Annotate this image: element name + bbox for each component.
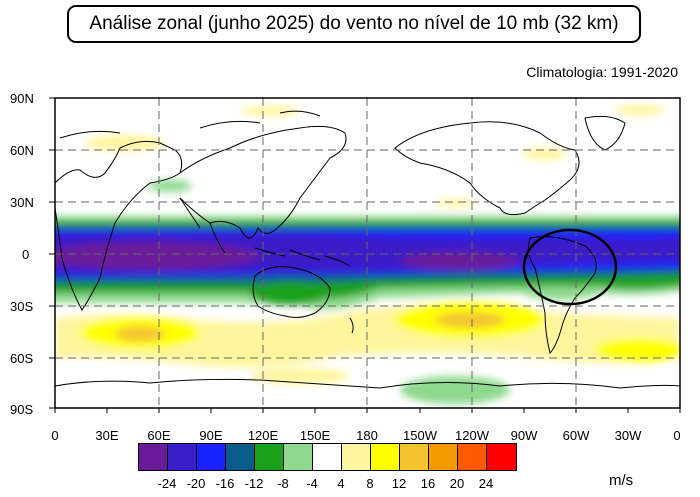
lat-label-60s: 60S (10, 351, 34, 366)
colorbar-swatch (400, 444, 429, 470)
lon-label: 120E (247, 428, 279, 443)
colorbar-label: -12 (244, 476, 264, 491)
colorbar-label: 24 (478, 476, 494, 491)
colorbar (138, 443, 517, 471)
lat-label-30n: 30N (10, 195, 34, 210)
colorbar-swatch (342, 444, 371, 470)
lon-label: 150W (403, 428, 437, 443)
yellow-core-3 (250, 368, 350, 384)
colorbar-swatch (168, 444, 197, 470)
yellow-north-1 (240, 106, 300, 116)
lat-label-0: 0 (22, 247, 30, 262)
asia (179, 125, 347, 239)
lat-label-60n: 60N (10, 143, 34, 158)
colorbar-swatch (226, 444, 255, 470)
colorbar-label: 20 (449, 476, 465, 491)
colorbar-swatch (458, 444, 487, 470)
new-zealand (349, 317, 354, 334)
green-patch-aus (250, 281, 330, 305)
colorbar-swatch (284, 444, 313, 470)
map-title-text: Análise zonal (junho 2025) do vento no n… (89, 13, 619, 34)
map-panel (0, 88, 700, 418)
colorbar-swatch (255, 444, 284, 470)
colorbar-swatch (371, 444, 400, 470)
gridlines (55, 98, 680, 408)
north-america (394, 121, 580, 216)
lat-label-90s: 90S (10, 402, 34, 417)
yellow-north-4 (523, 148, 567, 160)
core-purple-east (400, 252, 520, 270)
colorbar-swatch (313, 444, 342, 470)
lon-label: 90W (510, 428, 538, 443)
map-title: Análise zonal (junho 2025) do vento no n… (67, 5, 641, 43)
colorbar-swatch (139, 444, 168, 470)
colorbar-label: -16 (215, 476, 235, 491)
climatology-label: Climatologia: 1991-2020 (526, 64, 678, 80)
colorbar-label: -4 (306, 476, 318, 491)
arabia-india (179, 197, 226, 254)
lon-label: 150E (299, 428, 331, 443)
yellow-north-2 (85, 135, 165, 151)
colorbar-label: -8 (277, 476, 289, 491)
units-label: m/s (609, 472, 634, 489)
orange-core-2 (435, 312, 505, 328)
yellow-north-5 (435, 199, 475, 207)
wind-map (49, 97, 681, 414)
lon-label: 30E (95, 428, 119, 443)
colorbar-label: 8 (366, 476, 374, 491)
lon-label: 0 (51, 428, 59, 443)
indonesia (254, 247, 351, 267)
green-antarctic (400, 376, 510, 404)
lon-label: 180 (356, 428, 378, 443)
colorbar-label: 12 (391, 476, 407, 491)
africa-europe (55, 140, 183, 311)
colorbar-label: -20 (186, 476, 206, 491)
greenland (584, 115, 626, 151)
north-coast (59, 110, 321, 139)
colorbar-swatch (197, 444, 226, 470)
south-america (527, 236, 597, 354)
lat-label-90n: 90N (10, 91, 34, 106)
yellow-north-3 (615, 105, 665, 115)
colorbar-label: -24 (157, 476, 177, 491)
lon-label: 60E (147, 428, 171, 443)
colorbar-label: 4 (337, 476, 345, 491)
lat-label-30s: 30S (10, 299, 34, 314)
lon-label: 90E (199, 428, 223, 443)
colorbar-swatch (487, 444, 516, 470)
colorbar-label: 16 (420, 476, 436, 491)
highlight-circle (522, 228, 618, 306)
lon-label: 30W (614, 428, 642, 443)
lon-label: 120W (455, 428, 489, 443)
orange-core-1 (115, 326, 165, 342)
lon-label: 0 (673, 428, 681, 443)
lon-label: 60W (562, 428, 590, 443)
colorbar-swatch (429, 444, 458, 470)
core-purple-west (55, 242, 260, 270)
yellow-core-4 (595, 338, 680, 362)
antarctica (55, 378, 680, 389)
